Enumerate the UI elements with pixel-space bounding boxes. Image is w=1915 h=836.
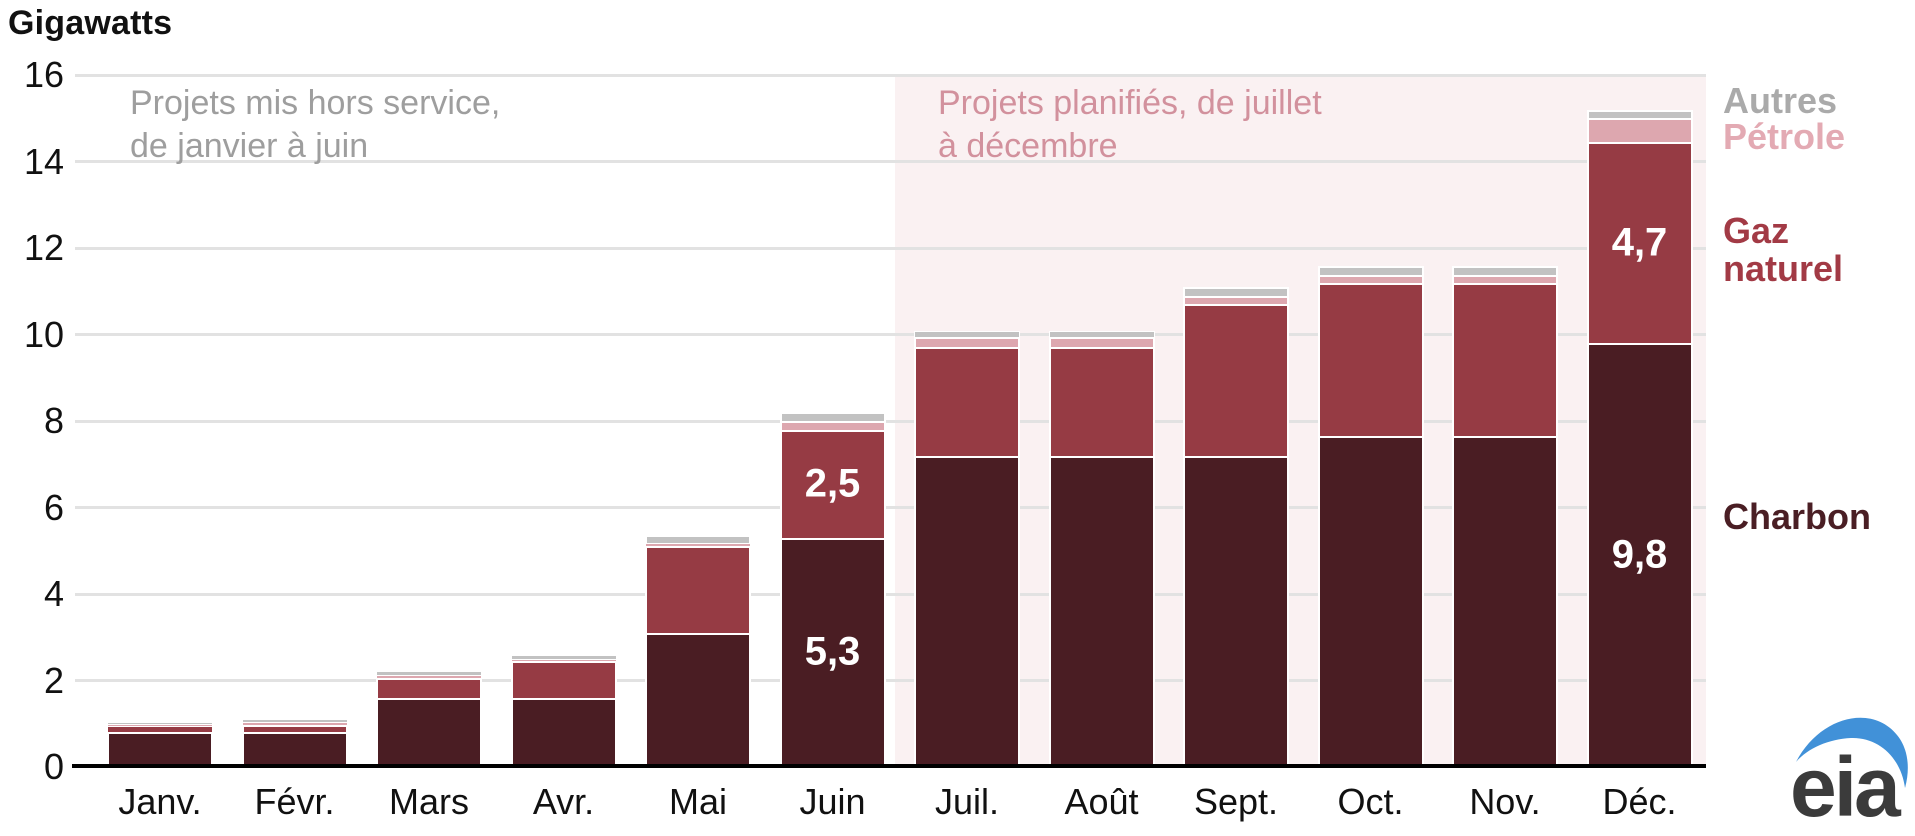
bar-segment-gaz-naturel [241,724,348,733]
bar-segment-p-trole [1048,336,1155,348]
bar-segment-charbon [645,632,751,767]
y-axis-tick-label: 12 [23,227,64,268]
bar-segment-p-trole [779,421,886,430]
gridline [75,333,1706,336]
bar-segment-autres [779,412,886,421]
bar-segment-gaz-naturel [1048,347,1155,456]
gridline [75,73,1706,77]
bar-segment-charbon [1452,436,1558,767]
bar-segment-p-trole [510,658,617,662]
bar-segment-charbon [107,732,213,767]
bar-segment-autres [1048,331,1155,337]
x-axis-label: Sept. [1193,781,1279,822]
bar-segment-charbon [241,732,348,767]
legend-label-autres: Autres [1723,80,1838,121]
x-axis-label: Janv. [118,781,202,822]
bar-segment-p-trole [376,674,482,679]
y-axis-tick-label: 14 [23,140,64,182]
x-axis-label: Juin [799,781,866,822]
bar-segment-p-trole [1183,295,1289,305]
bar-segment-charbon [510,697,617,767]
gridline [75,419,1706,423]
x-axis-label: Avr. [532,781,595,822]
bar-segment-charbon [1586,343,1693,767]
bar-value-label: 4,7 [1611,220,1668,265]
bar-segment-gaz-naturel [1183,304,1289,456]
bar-value-label: 5,3 [804,629,861,674]
bar-segment-gaz-naturel [914,347,1020,456]
bar-segment-gaz-naturel [1317,282,1424,437]
bar-segment-p-trole [914,336,1020,348]
bar-segment-gaz-naturel [645,546,751,633]
bar-segment-gaz-naturel [510,661,617,698]
x-axis-label: Oct. [1337,781,1404,822]
eia-logo: eia [1790,717,1908,832]
bar-segment-p-trole [1317,274,1424,283]
bar-segment-p-trole [1452,274,1558,283]
bar-segment-gaz-naturel [779,429,886,538]
gridline [75,679,1706,682]
bar-value-label: 2,5 [804,461,861,506]
y-axis-tick-label: 4 [43,573,64,614]
x-axis-label: Déc. [1602,781,1677,822]
bar-segment-charbon [1183,455,1289,767]
x-axis-line [72,764,1706,768]
y-axis-tick-label: 10 [23,313,64,355]
bar-segment-autres [107,722,213,725]
x-axis-label: Nov. [1469,781,1541,822]
eia-logo-text: eia [1790,740,1902,832]
legend-label-gaz-naturel: Gaz naturel [1723,210,1844,289]
bar-segment-charbon [376,697,482,767]
eia-logo-swoosh-icon [1796,717,1908,788]
bar-segment-p-trole [1586,118,1693,143]
bar-segment-p-trole [645,542,751,547]
annotation-retired-projects: Projets mis hors service, de janvier à j… [130,84,501,165]
bar-segment-charbon [1317,436,1424,767]
y-axis-tick-label: 0 [43,746,64,787]
bar-segment-p-trole [241,722,348,725]
y-axis-tick-label: 8 [43,400,64,441]
bar-segment-gaz-naturel [1586,142,1693,344]
bar-segment-charbon [1048,455,1155,767]
gridline [75,160,1706,163]
y-axis-tick-label: 6 [43,486,64,528]
x-axis-label: Août [1064,781,1139,822]
bar-segment-gaz-naturel [1452,282,1558,437]
bar-segment-autres [914,331,1020,337]
gridline [75,246,1706,250]
x-axis-label: Juil. [934,781,1000,822]
gridline [75,506,1706,509]
x-axis-label: Févr. [254,781,335,822]
legend-label-charbon: Charbon [1723,496,1871,537]
bar-segment-gaz-naturel [107,725,213,733]
bar-segment-autres [1317,266,1424,275]
bar-segment-autres [1183,286,1289,296]
x-axis-label: Mai [668,781,727,822]
bar-segment-autres [1586,109,1693,119]
bar-value-label: 9,8 [1611,532,1668,577]
bar-segment-autres [510,655,617,659]
bar-segment-gaz-naturel [376,678,482,698]
bar-segment-charbon [779,537,886,767]
x-axis-label: Mars [389,781,469,822]
legend-label-petrole: Pétrole [1723,116,1846,157]
bar-segment-charbon [914,455,1020,767]
y-axis-title: Gigawatts [8,4,173,42]
bar-segment-autres [1452,266,1558,275]
bar-segment-autres [645,535,751,543]
y-axis-tick-label: 2 [43,659,64,701]
bar-segment-autres [376,671,482,675]
annotation-planned-projects: Projets planifiés, de juillet à décembre [938,84,1322,165]
gridline [75,592,1706,596]
y-axis-tick-label: 16 [23,54,64,95]
bar-segment-autres [241,718,348,723]
